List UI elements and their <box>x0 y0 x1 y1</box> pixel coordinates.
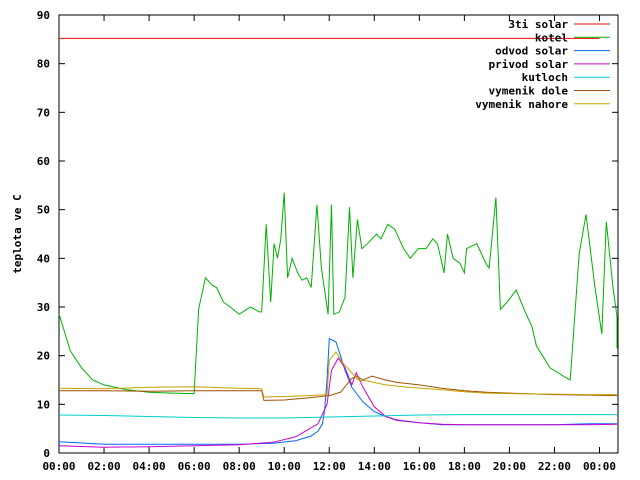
x-tick-label: 12:00 <box>313 460 346 473</box>
series-line-privod-solar <box>58 357 618 448</box>
x-tick-label: 08:00 <box>223 460 256 473</box>
y-tick-label: 30 <box>37 301 50 314</box>
x-tick-label: 02:00 <box>87 460 120 473</box>
plot-area: 0 10 20 30 40 50 60 70 80 90 00:00 02:00 04:00 06:00… <box>37 9 619 473</box>
y-tick-label: 50 <box>37 204 50 217</box>
series-line-kotel <box>58 192 618 395</box>
legend-entry-label: kutloch <box>522 71 568 84</box>
y-tick-label: 60 <box>37 155 50 168</box>
y-tick-label: 80 <box>37 58 50 71</box>
y-tick-label: 90 <box>37 9 50 22</box>
plot-frame <box>58 14 619 454</box>
x-tick-label: 18:00 <box>448 460 481 473</box>
series-lines <box>58 37 618 448</box>
legend-entry-label: 3ti solar <box>508 18 568 31</box>
x-tick-label: 06:00 <box>178 460 211 473</box>
series-line-kutloch <box>58 414 617 419</box>
x-tick-label: 20:00 <box>493 460 526 473</box>
x-tick-label: 04:00 <box>133 460 166 473</box>
x-tick-label: 00:00 <box>583 460 616 473</box>
legend-entry-label: kotel <box>535 31 568 44</box>
y-axis-label: teplota ve C <box>11 194 24 273</box>
x-tick-label: 10:00 <box>268 460 301 473</box>
x-axis: 00:00 02:00 04:00 06:00 08:00 10:00 12:00 14:00… <box>42 15 616 473</box>
y-tick-label: 10 <box>37 398 50 411</box>
x-tick-label: 14:00 <box>358 460 391 473</box>
x-tick-label: 16:00 <box>403 460 436 473</box>
y-axis: 0 10 20 30 40 50 60 70 80 90 <box>37 9 618 460</box>
legend-entry-label: vymenik dole <box>489 85 569 98</box>
y-tick-label: 0 <box>43 447 50 460</box>
x-tick-label: 00:00 <box>42 460 75 473</box>
series-line-vymenik-dole <box>59 375 618 401</box>
legend-entry-label: odvod solar <box>495 45 568 58</box>
y-tick-label: 40 <box>37 252 50 265</box>
y-tick-label: 20 <box>37 350 50 363</box>
legend-entry-label: privod solar <box>489 58 569 71</box>
x-tick-label: 22:00 <box>538 460 571 473</box>
legend-entry-label: vymenik nahore <box>475 98 568 111</box>
series-line-vymenik-nahore <box>58 350 617 398</box>
y-tick-label: 70 <box>37 106 50 119</box>
